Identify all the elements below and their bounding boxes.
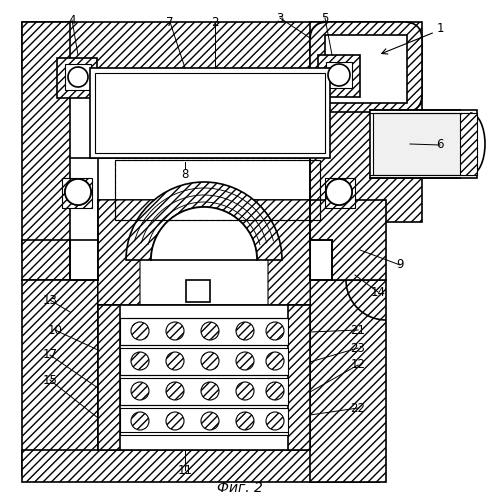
FancyBboxPatch shape — [310, 22, 422, 112]
Text: 5: 5 — [322, 12, 329, 24]
Circle shape — [328, 64, 350, 86]
Polygon shape — [248, 200, 310, 305]
Bar — [90, 68, 330, 158]
Text: 10: 10 — [48, 324, 63, 336]
Bar — [22, 22, 372, 70]
Text: 2: 2 — [211, 16, 219, 28]
Text: 3: 3 — [276, 12, 284, 24]
Text: 21: 21 — [350, 324, 365, 336]
Bar — [115, 160, 320, 220]
Bar — [120, 378, 288, 405]
Circle shape — [236, 322, 254, 340]
Text: 12: 12 — [350, 358, 365, 372]
Text: 4: 4 — [68, 14, 76, 26]
Bar — [57, 58, 97, 98]
Circle shape — [326, 179, 352, 205]
Circle shape — [236, 382, 254, 400]
Bar — [98, 305, 310, 450]
Text: 7: 7 — [166, 16, 174, 28]
Circle shape — [166, 412, 184, 430]
Text: 13: 13 — [43, 294, 58, 306]
Bar — [65, 64, 91, 90]
Bar — [95, 73, 325, 153]
Text: 22: 22 — [350, 402, 365, 414]
Bar — [98, 200, 310, 305]
Bar — [325, 178, 355, 208]
Bar — [318, 55, 360, 97]
Text: 6: 6 — [436, 138, 444, 151]
Wedge shape — [151, 207, 257, 260]
Circle shape — [201, 412, 219, 430]
Bar — [326, 62, 352, 88]
Bar — [373, 113, 474, 175]
Bar — [22, 240, 70, 280]
Bar — [98, 305, 120, 450]
Bar — [120, 318, 288, 345]
Circle shape — [131, 352, 149, 370]
Bar — [120, 408, 288, 435]
Bar — [22, 450, 380, 482]
Circle shape — [166, 322, 184, 340]
Circle shape — [236, 412, 254, 430]
Circle shape — [166, 382, 184, 400]
Bar — [22, 22, 70, 252]
Circle shape — [65, 179, 91, 205]
Circle shape — [201, 352, 219, 370]
Bar — [186, 280, 210, 302]
Circle shape — [326, 179, 352, 205]
Circle shape — [65, 179, 91, 205]
Bar — [62, 178, 92, 208]
Circle shape — [201, 382, 219, 400]
Circle shape — [131, 412, 149, 430]
Circle shape — [166, 352, 184, 370]
Circle shape — [266, 382, 284, 400]
Text: 17: 17 — [43, 348, 58, 362]
Polygon shape — [310, 200, 386, 280]
Bar — [115, 160, 320, 220]
Circle shape — [266, 412, 284, 430]
Text: Фиг. 2: Фиг. 2 — [217, 481, 263, 495]
Circle shape — [68, 67, 88, 87]
Bar — [288, 305, 310, 450]
Bar — [460, 113, 477, 175]
Polygon shape — [98, 200, 160, 305]
Text: 9: 9 — [396, 258, 404, 272]
Text: 15: 15 — [43, 374, 58, 386]
Circle shape — [266, 352, 284, 370]
Circle shape — [236, 352, 254, 370]
Circle shape — [201, 322, 219, 340]
Text: 11: 11 — [177, 464, 192, 476]
Circle shape — [131, 322, 149, 340]
Text: 1: 1 — [436, 22, 444, 35]
Bar — [325, 35, 407, 103]
Text: 23: 23 — [350, 342, 365, 354]
Circle shape — [131, 382, 149, 400]
Bar — [310, 22, 422, 222]
Wedge shape — [126, 182, 282, 260]
Bar — [22, 280, 98, 475]
Circle shape — [266, 322, 284, 340]
Text: 8: 8 — [181, 168, 189, 181]
Bar — [120, 348, 288, 375]
Text: 14: 14 — [370, 286, 386, 298]
Bar — [370, 110, 477, 178]
Bar — [310, 280, 386, 482]
